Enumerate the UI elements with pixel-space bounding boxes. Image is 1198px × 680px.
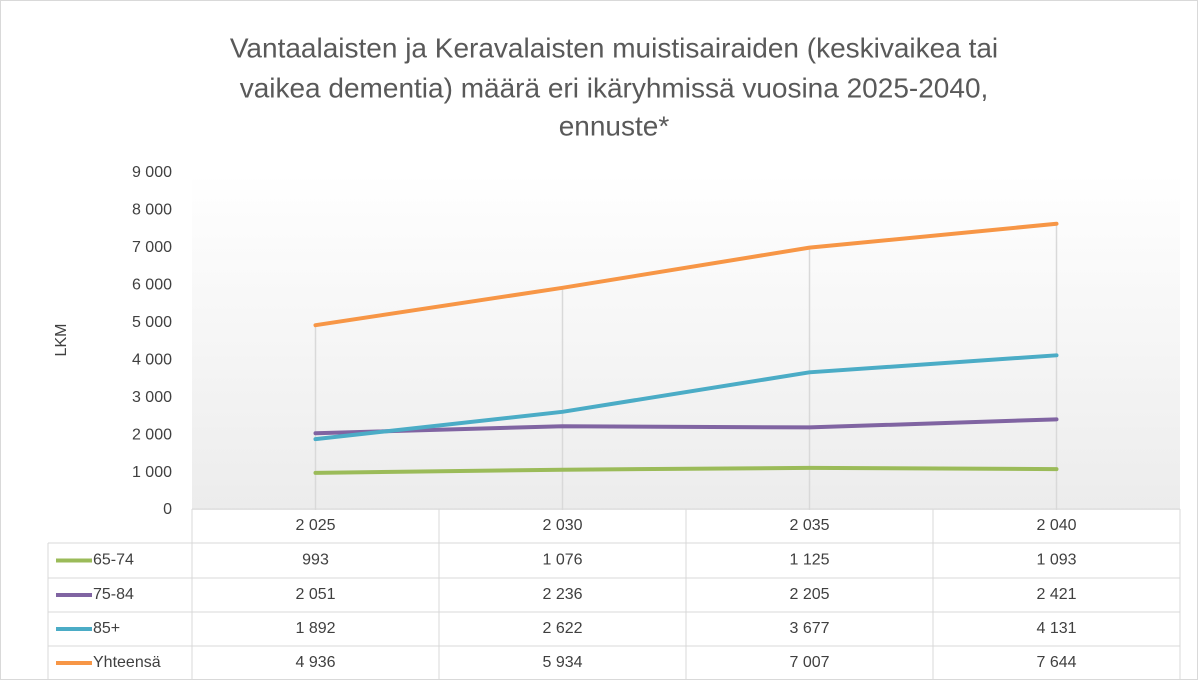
table-cell: 2 051 <box>295 586 335 603</box>
y-tick-label: 8 000 <box>132 202 172 219</box>
y-tick-label: 3 000 <box>132 389 172 406</box>
chart-title: vaikea dementia) määrä eri ikäryhmissä v… <box>240 72 989 103</box>
table-cell: 4 936 <box>295 654 335 671</box>
series-line <box>313 353 1059 442</box>
table-cell: 2 205 <box>789 586 829 603</box>
table-cell: 7 644 <box>1036 654 1076 671</box>
y-tick-label: 2 000 <box>132 426 172 443</box>
y-tick-label: 0 <box>163 501 172 518</box>
x-tick-label: 2 025 <box>295 517 335 534</box>
table-cell: 2 622 <box>542 620 582 637</box>
table-cell: 1 093 <box>1036 552 1076 569</box>
legend-label: 75-84 <box>93 586 134 603</box>
table-cell: 3 677 <box>789 620 829 637</box>
y-tick-label: 5 000 <box>132 314 172 331</box>
legend-label: Yhteensä <box>93 654 161 671</box>
table-cell: 5 934 <box>542 654 582 671</box>
y-tick-label: 9 000 <box>132 164 172 181</box>
table-cell: 1 125 <box>789 552 829 569</box>
legend-label: 65-74 <box>93 552 134 569</box>
table-cell: 2 236 <box>542 586 582 603</box>
y-axis-label: LKM <box>53 324 70 357</box>
x-tick-label: 2 035 <box>789 517 829 534</box>
legend-label: 85+ <box>93 620 120 637</box>
series-line <box>313 221 1059 328</box>
chart-title: ennuste* <box>559 110 670 141</box>
table-cell: 1 076 <box>542 552 582 569</box>
table-cell: 2 421 <box>1036 586 1076 603</box>
series-line <box>313 465 1059 475</box>
table-cell: 7 007 <box>789 654 829 671</box>
plot-area <box>192 173 1180 510</box>
x-tick-label: 2 030 <box>542 517 582 534</box>
series-line <box>313 417 1059 436</box>
y-tick-label: 1 000 <box>132 464 172 481</box>
y-tick-label: 7 000 <box>132 239 172 256</box>
chart-title: Vantaalaisten ja Keravalaisten muistisai… <box>230 32 998 63</box>
y-tick-label: 4 000 <box>132 351 172 368</box>
table-cell: 4 131 <box>1036 620 1076 637</box>
x-tick-label: 2 040 <box>1036 517 1076 534</box>
table-cell: 1 892 <box>295 620 335 637</box>
y-tick-label: 6 000 <box>132 277 172 294</box>
table-cell: 993 <box>302 552 329 569</box>
